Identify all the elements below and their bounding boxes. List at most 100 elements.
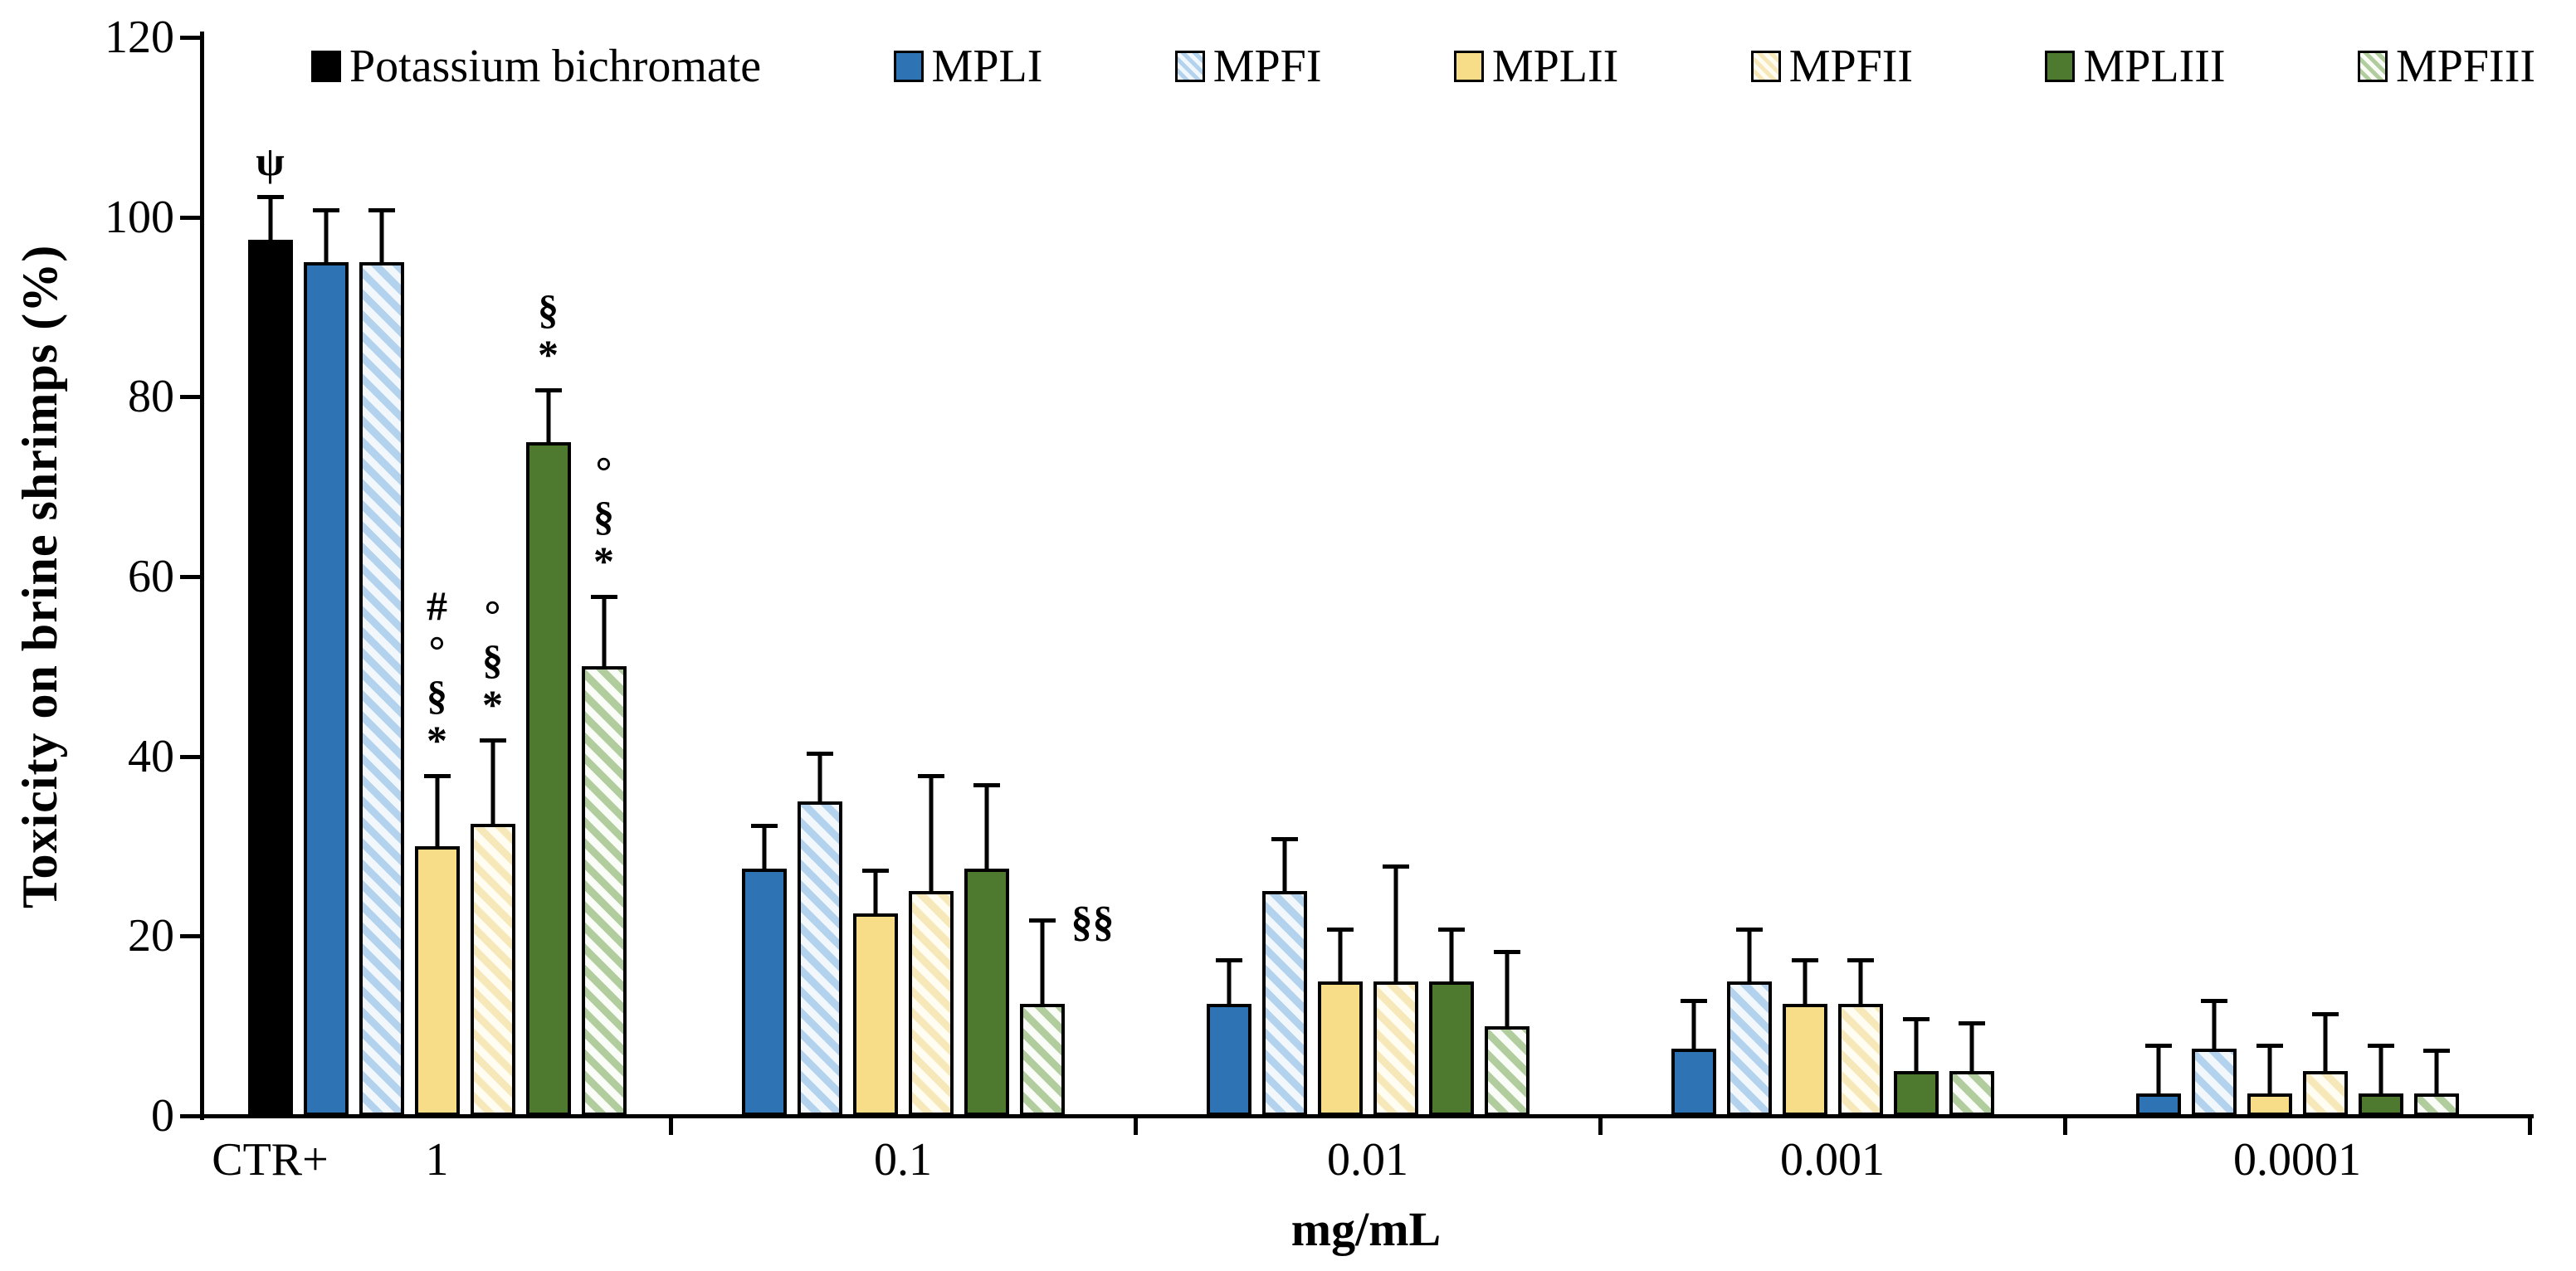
error-bar-cap xyxy=(973,783,1000,788)
significance-symbol: § xyxy=(538,285,559,333)
error-bar xyxy=(2311,1012,2339,1071)
legend-label: Potassium bichromate xyxy=(349,41,762,92)
error-bar-cap xyxy=(806,752,833,757)
error-bar-cap xyxy=(1902,1016,1930,1021)
legend-label: MPLI xyxy=(931,41,1043,92)
error-bar-cap xyxy=(2422,1048,2450,1053)
error-bar-cap xyxy=(1271,837,1298,842)
x-tick-label: 0.0001 xyxy=(2233,1134,2361,1186)
bar-mpfii xyxy=(470,823,515,1116)
significance-annotation: # ° § * xyxy=(354,583,520,762)
bar-cell xyxy=(1428,37,1474,1116)
bar-mpli xyxy=(741,869,787,1116)
error-bar-cap xyxy=(1791,958,1818,963)
significance-annotation: ° § * xyxy=(410,592,576,727)
legend-swatch-icon xyxy=(1174,51,1205,82)
error-bar xyxy=(2367,1044,2394,1093)
error-bar xyxy=(1847,958,1874,1004)
error-bar-cap xyxy=(423,774,451,779)
bar-cell: § * xyxy=(525,37,571,1116)
error-bar xyxy=(2200,999,2227,1049)
error-bar-cap xyxy=(1437,927,1465,932)
bar-mpfiii xyxy=(1019,1003,1065,1116)
error-bar-stem xyxy=(1338,927,1342,981)
error-bar xyxy=(368,207,395,262)
error-bar-stem xyxy=(2156,1044,2160,1093)
error-bar-cap xyxy=(1326,927,1354,932)
error-bar xyxy=(256,194,284,240)
y-tick-mark xyxy=(180,36,200,40)
legend-item-mpfii: MPFII xyxy=(1750,41,1913,91)
bar-mplii xyxy=(852,913,898,1116)
legend-label: MPFIII xyxy=(2395,41,2535,92)
error-bar-stem xyxy=(873,869,877,914)
error-bar xyxy=(2256,1044,2283,1093)
legend-item-mpli: MPLI xyxy=(893,41,1043,92)
bar-mpfiii xyxy=(581,666,627,1116)
bar-mpliii xyxy=(1893,1070,1939,1116)
bar-mpfi xyxy=(359,261,404,1116)
bar-mpliii xyxy=(964,869,1009,1116)
bar-cell xyxy=(303,37,349,1116)
error-bar-stem xyxy=(817,752,822,801)
legend-swatch-icon xyxy=(893,51,924,82)
legend-item-mpfiii: MPFIII xyxy=(2357,41,2535,92)
significance-annotation: § * xyxy=(466,287,632,377)
error-bar xyxy=(1382,864,1409,981)
significance-symbol: ° xyxy=(595,447,612,494)
legend-item-mplii: MPLII xyxy=(1453,41,1618,91)
legend-swatch-icon xyxy=(2045,51,2076,82)
error-bar xyxy=(750,823,778,869)
error-bar-stem xyxy=(546,387,550,442)
x-tick-label: 1 xyxy=(425,1134,449,1186)
bar-cell xyxy=(908,37,954,1116)
legend-item-potassium-bichromate: Potassium bichromate xyxy=(311,41,761,91)
error-bar-stem xyxy=(2212,999,2216,1049)
bar-cell: §§ xyxy=(1019,37,1115,1116)
error-bar-cap xyxy=(2200,999,2227,1004)
error-bar xyxy=(479,738,506,824)
legend-item-mpfi: MPFI xyxy=(1174,41,1321,91)
bar-cell xyxy=(1893,37,1939,1116)
bar-cell xyxy=(2135,37,2181,1116)
x-tick-mark xyxy=(1598,1117,1603,1135)
bar-mpliii xyxy=(525,441,571,1116)
bar-mpli xyxy=(1671,1048,1716,1116)
x-tick-label: 0.1 xyxy=(874,1134,932,1186)
bar-cell: # ° § * xyxy=(414,37,460,1116)
bar-group: ψ # ° § * ° § * § * ° § * xyxy=(203,37,671,1116)
bar-cell xyxy=(1317,37,1363,1116)
legend-swatch-icon xyxy=(2357,51,2388,82)
error-bar-stem xyxy=(1505,949,1509,1026)
bar-mpfii xyxy=(1837,1003,1883,1116)
legend: Potassium bichromate MPLI MPFI MPLII MPFII MP… xyxy=(311,41,2535,91)
error-bar-stem xyxy=(984,783,988,869)
bar-cell xyxy=(2302,37,2348,1116)
error-bar xyxy=(1437,927,1465,981)
error-bar xyxy=(1735,927,1763,981)
significance-symbol: * xyxy=(427,717,447,764)
significance-symbol: * xyxy=(538,330,559,377)
bar-cell xyxy=(2247,37,2292,1116)
error-bar-cap xyxy=(534,387,562,392)
x-tick-mark xyxy=(669,1117,673,1135)
error-bar-stem xyxy=(1858,958,1862,1004)
error-bar xyxy=(1680,999,1707,1049)
bar-mpfii xyxy=(1373,981,1418,1116)
error-bar-cap xyxy=(1382,864,1409,869)
significance-symbol: * xyxy=(482,681,503,728)
error-bar-stem xyxy=(490,738,495,824)
error-bar xyxy=(590,594,617,667)
y-tick-label: 0 xyxy=(151,1090,174,1142)
error-bar-cap xyxy=(479,738,506,743)
error-bar xyxy=(1791,958,1818,1004)
error-bar-cap xyxy=(1847,958,1874,963)
error-bar-cap xyxy=(2367,1044,2394,1049)
error-bar xyxy=(2422,1048,2450,1093)
bar-mplii xyxy=(414,846,460,1116)
plot-area: ψ # ° § * ° § * § * ° § * §§ xyxy=(203,37,2530,1116)
bar-mpfi xyxy=(2191,1048,2237,1116)
bar-mpfi xyxy=(797,801,842,1116)
bar-cell xyxy=(797,37,842,1116)
significance-symbol: ° xyxy=(428,627,446,674)
